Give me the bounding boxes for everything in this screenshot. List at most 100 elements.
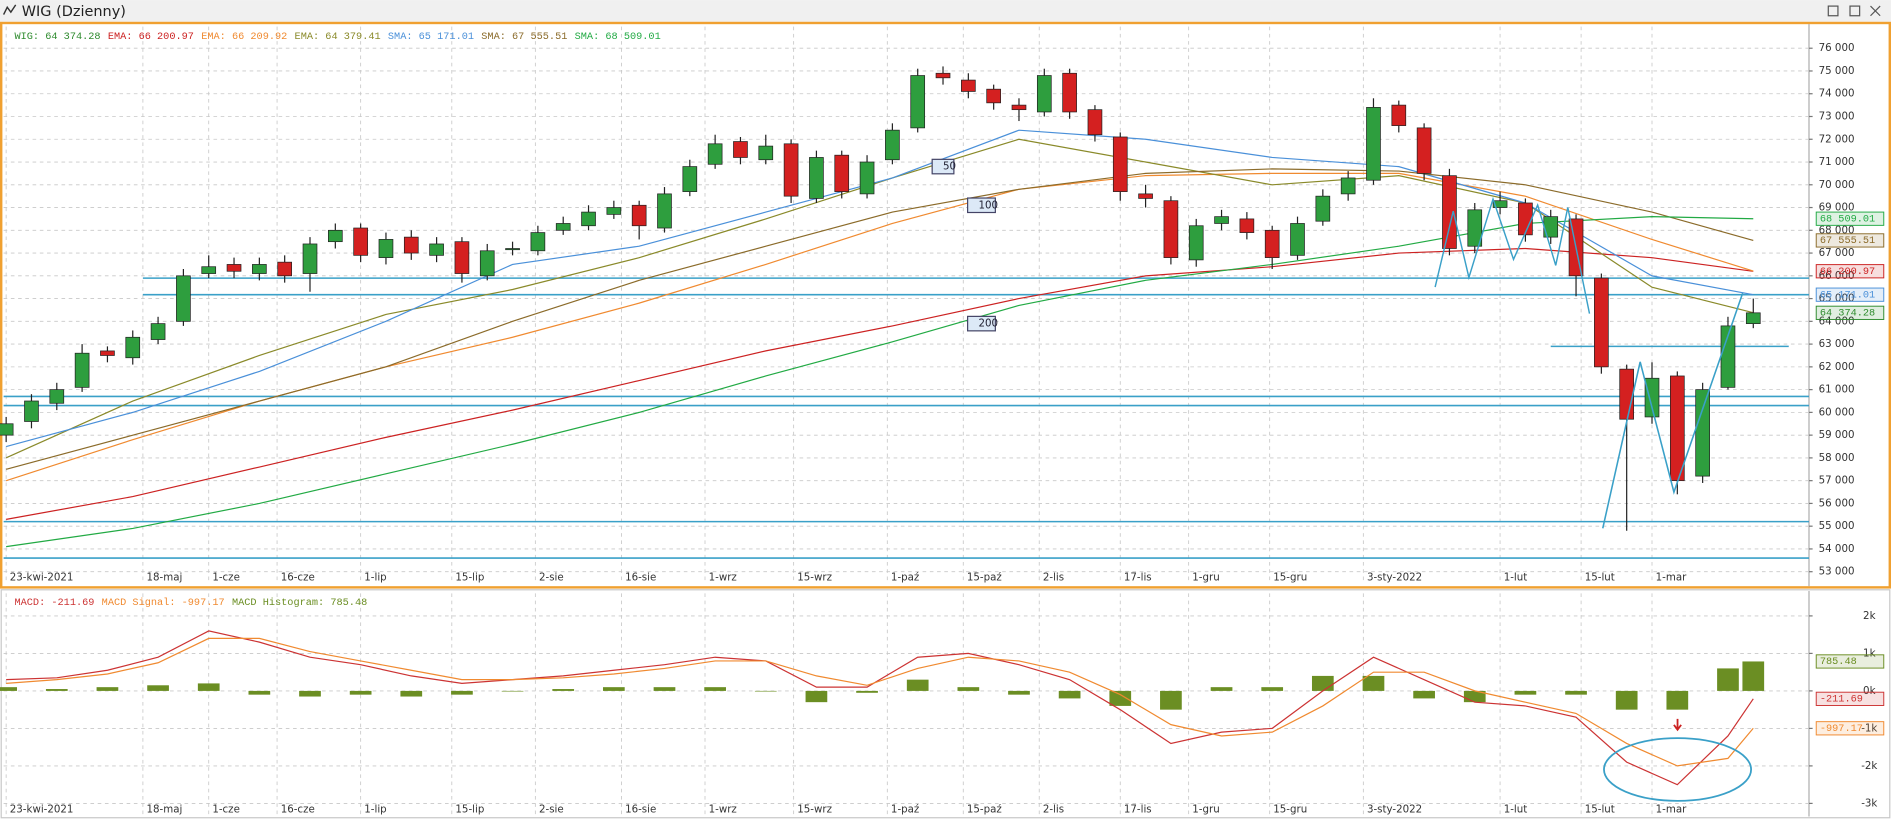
minimize-button[interactable] xyxy=(1827,5,1839,17)
candle-body xyxy=(454,241,470,274)
candle-body xyxy=(176,275,191,322)
macd-tag: -997.17 xyxy=(1820,723,1863,735)
y-tick-label: 56 000 xyxy=(1819,497,1855,509)
x-tick-label: 15-lip xyxy=(455,572,484,584)
histogram-bar xyxy=(400,690,423,697)
histogram-bar xyxy=(248,690,271,695)
close-button[interactable] xyxy=(1870,5,1881,17)
macd-tag: -211.69 xyxy=(1820,694,1863,706)
annotation-box xyxy=(967,315,996,332)
histogram-bar xyxy=(805,690,828,703)
legend-entry: SMA: 65 171.01 xyxy=(388,31,474,43)
candle-body xyxy=(327,229,343,243)
x-tick-label: 1-mar xyxy=(1656,803,1687,815)
y-tick-label: 71 000 xyxy=(1819,156,1855,168)
x-tick-label: 23-kwi-2021 xyxy=(10,572,74,584)
price-tag: 67 555.51 xyxy=(1820,235,1875,247)
histogram-bar xyxy=(1261,687,1284,691)
candle-body xyxy=(505,248,520,251)
y-tick-label: 63 000 xyxy=(1819,338,1855,350)
legend-entry: MACD: -211.69 xyxy=(14,597,94,609)
x-tick-label: 16-cze xyxy=(281,572,315,584)
histogram-bar xyxy=(501,690,524,692)
price-tag-box xyxy=(1815,211,1885,226)
annotation-label: 200 xyxy=(978,318,998,330)
x-tick-label: 1-cze xyxy=(212,803,240,815)
y-tick-label: 73 000 xyxy=(1819,110,1855,122)
macd-tag-box xyxy=(1815,654,1885,669)
candle-body xyxy=(429,243,444,256)
candle-body xyxy=(302,243,318,274)
y-tick-label: 59 000 xyxy=(1819,429,1855,441)
x-tick-label: 17-lis xyxy=(1124,803,1152,815)
candle-body xyxy=(1492,200,1508,208)
y-tick-label: 69 000 xyxy=(1819,202,1855,214)
candle-body xyxy=(479,250,495,277)
price-panel-border xyxy=(0,21,1891,589)
y-tick-label: 58 000 xyxy=(1819,452,1855,464)
y-tick-label: 62 000 xyxy=(1819,361,1855,373)
price-tag: 64 374.28 xyxy=(1820,308,1875,320)
candle-body xyxy=(581,211,596,227)
x-tick-label: 15-lut xyxy=(1585,803,1615,815)
annotation-label: 100 xyxy=(978,199,998,211)
price-tag: 68 509.01 xyxy=(1820,213,1875,225)
histogram-bar xyxy=(96,687,119,691)
candle-body xyxy=(631,204,647,227)
candle-body xyxy=(809,157,824,199)
candle-body xyxy=(24,400,39,422)
candle-body xyxy=(378,239,394,258)
x-tick-label: 15-wrz xyxy=(797,572,832,584)
annotation-label: 50 xyxy=(943,161,956,173)
candle-body xyxy=(1416,127,1432,174)
restore-button[interactable] xyxy=(1849,5,1861,17)
legend-entry: EMA: 66 200.97 xyxy=(108,31,194,43)
candle-body xyxy=(1239,218,1255,233)
title-bar xyxy=(0,0,1891,22)
signal-arrow xyxy=(1673,718,1682,732)
candle-body xyxy=(1163,200,1179,258)
candle-body xyxy=(657,193,672,229)
y-tick-label: 57 000 xyxy=(1819,475,1855,487)
candle-body xyxy=(935,72,951,79)
histogram-bar xyxy=(0,687,18,691)
histogram-bar xyxy=(602,687,625,691)
macd-tag-box xyxy=(1815,721,1885,736)
y-tick-label: 76 000 xyxy=(1819,42,1855,54)
trend-line xyxy=(1602,292,1744,529)
candle-body xyxy=(100,350,115,356)
x-tick-label: 16-sie xyxy=(625,572,656,584)
candle-body xyxy=(707,143,723,165)
y-tick-label: -1k xyxy=(1861,722,1877,734)
x-tick-label: 1-lut xyxy=(1504,572,1528,584)
x-tick-label: 18-maj xyxy=(147,572,183,584)
x-tick-label: 1-lip xyxy=(364,803,386,815)
legend-entry: WIG: 64 374.28 xyxy=(14,31,100,43)
candle-body xyxy=(226,264,242,272)
macd-line xyxy=(6,630,1754,786)
y-tick-label: 61 000 xyxy=(1819,384,1855,396)
histogram-bar xyxy=(1210,687,1233,691)
candle-body xyxy=(1695,389,1710,477)
annotation-box xyxy=(931,158,955,175)
candle-body xyxy=(1188,225,1204,261)
candle-body xyxy=(555,223,571,231)
moving-average-line xyxy=(5,129,1754,448)
y-tick-label: 74 000 xyxy=(1819,88,1855,100)
x-tick-label: 15-wrz xyxy=(797,803,832,815)
plot-layer: 53 000 54 000 55 000 56 000 57 000 58 000 59 0… xyxy=(0,26,1885,817)
histogram-bar xyxy=(197,683,220,691)
x-tick-label: 15-gru xyxy=(1273,572,1307,584)
app-icon xyxy=(2,4,17,15)
x-tick-label: 2-lis xyxy=(1043,572,1064,584)
macd-legend: MACD: -211.69 MACD Signal: -997.17 MACD Hi… xyxy=(14,597,367,609)
candle-body xyxy=(150,323,166,340)
legend: WIG: 64 374.28 EMA: 66 200.97 EMA: 66 209.… xyxy=(14,31,660,43)
x-tick-label: 15-paź xyxy=(967,572,1002,584)
candle-body xyxy=(277,261,293,277)
highlight-ellipse xyxy=(1603,737,1753,802)
histogram-bar xyxy=(1463,690,1486,703)
histogram-bar xyxy=(349,690,372,695)
candle-body xyxy=(885,129,900,161)
